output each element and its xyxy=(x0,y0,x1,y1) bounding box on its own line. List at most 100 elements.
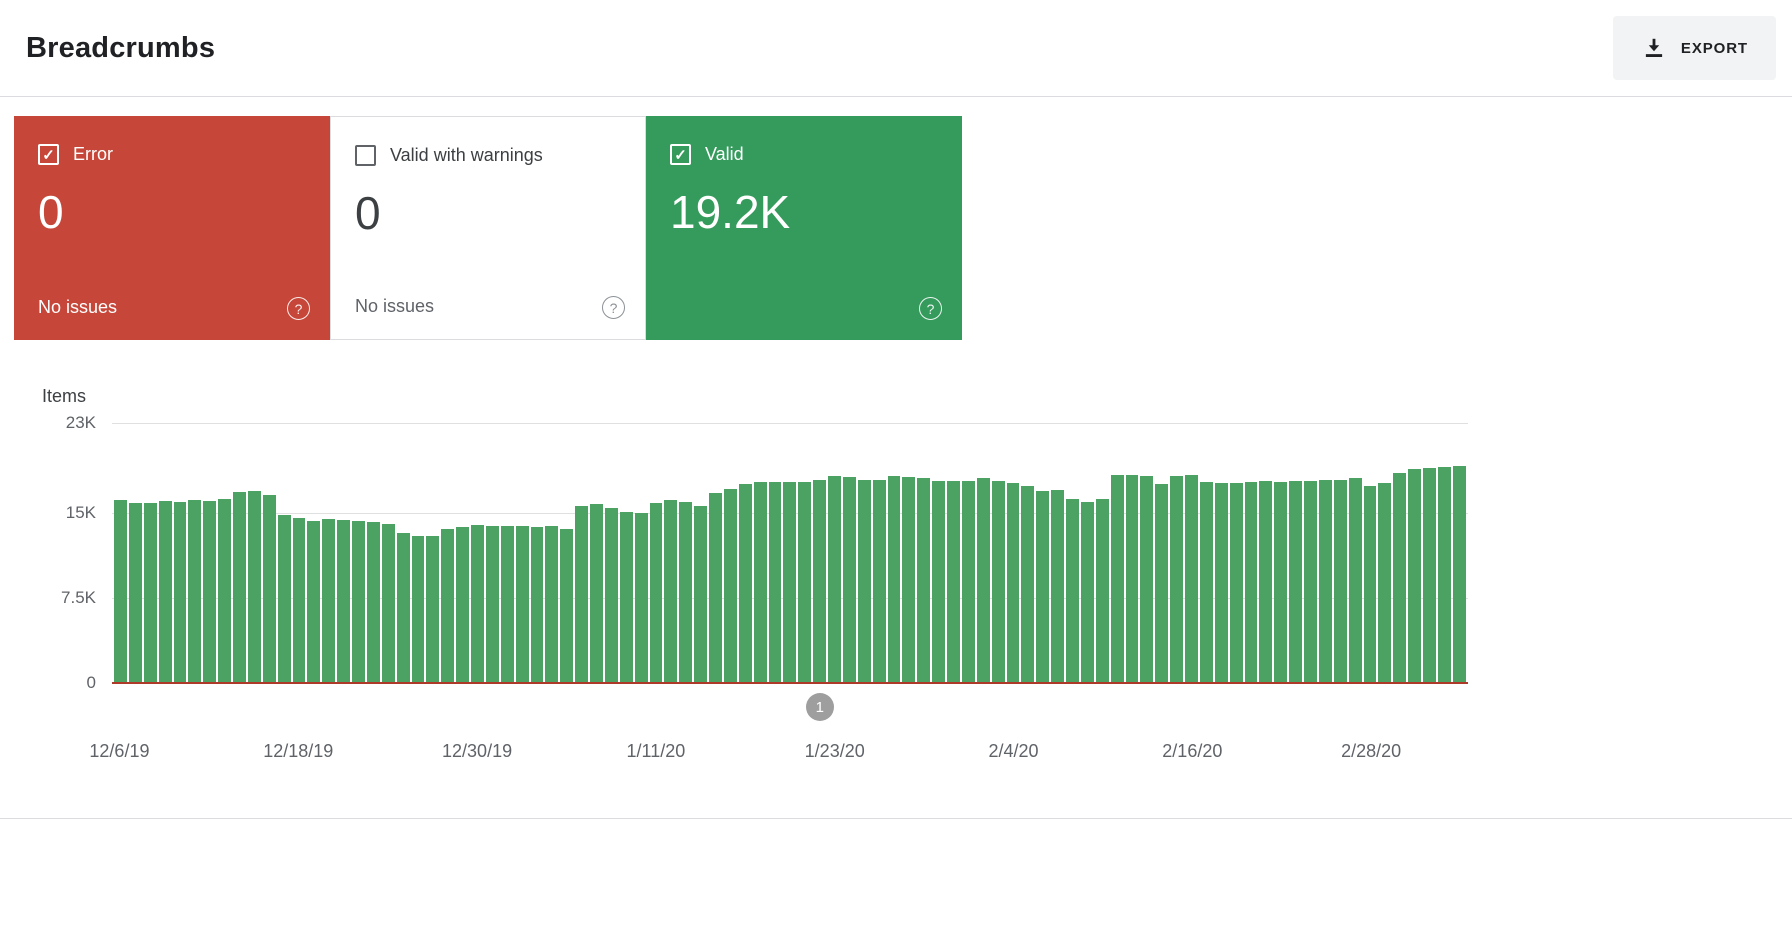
bar[interactable] xyxy=(887,476,901,683)
bar[interactable] xyxy=(381,523,395,683)
bar[interactable] xyxy=(1140,476,1154,683)
bar[interactable] xyxy=(1051,489,1064,683)
bar[interactable] xyxy=(500,525,514,683)
bar[interactable] xyxy=(902,477,916,683)
bar[interactable] xyxy=(813,479,826,683)
bar[interactable] xyxy=(783,481,797,683)
bar[interactable] xyxy=(188,499,202,683)
bar[interactable] xyxy=(917,478,931,683)
bar[interactable] xyxy=(1259,480,1273,683)
card-valid[interactable]: Valid 19.2K ? xyxy=(646,116,962,340)
bar[interactable] xyxy=(1021,486,1035,683)
bar[interactable] xyxy=(872,479,886,683)
bar[interactable] xyxy=(173,502,187,683)
help-icon[interactable]: ? xyxy=(602,296,625,319)
bar[interactable] xyxy=(1423,468,1436,683)
bar[interactable] xyxy=(768,481,782,683)
bar[interactable] xyxy=(991,480,1005,683)
bar[interactable] xyxy=(828,476,841,683)
bar[interactable] xyxy=(694,505,707,683)
bar[interactable] xyxy=(1110,475,1124,683)
bar[interactable] xyxy=(1304,480,1317,683)
chart-marker[interactable]: 1 xyxy=(805,693,834,721)
bar[interactable] xyxy=(485,525,499,683)
bar[interactable] xyxy=(1185,475,1198,683)
bar[interactable] xyxy=(143,503,157,683)
bar[interactable] xyxy=(1244,481,1258,683)
bar[interactable] xyxy=(322,519,336,683)
error-checkbox[interactable] xyxy=(38,144,59,165)
bar[interactable] xyxy=(709,493,722,683)
bar[interactable] xyxy=(976,478,990,683)
bar[interactable] xyxy=(1214,482,1228,683)
bar[interactable] xyxy=(1006,482,1020,683)
bar[interactable] xyxy=(456,527,469,683)
bar[interactable] xyxy=(1155,484,1169,683)
bar[interactable] xyxy=(218,498,231,683)
bar[interactable] xyxy=(337,520,350,683)
bar[interactable] xyxy=(753,481,767,683)
bar[interactable] xyxy=(1437,467,1451,683)
bar[interactable] xyxy=(664,499,678,683)
bar[interactable] xyxy=(1452,465,1466,683)
bar[interactable] xyxy=(1408,469,1421,683)
bar[interactable] xyxy=(619,512,633,683)
bar[interactable] xyxy=(679,502,693,683)
bar[interactable] xyxy=(590,504,603,683)
warnings-checkbox[interactable] xyxy=(355,145,376,166)
bar[interactable] xyxy=(1229,482,1243,683)
valid-checkbox[interactable] xyxy=(670,144,691,165)
bar[interactable] xyxy=(441,529,455,683)
export-button[interactable]: EXPORT xyxy=(1612,16,1776,80)
bar[interactable] xyxy=(292,517,306,683)
bar[interactable] xyxy=(158,501,172,683)
bar[interactable] xyxy=(575,505,588,683)
bar[interactable] xyxy=(604,507,618,683)
bar[interactable] xyxy=(530,527,544,683)
bar[interactable] xyxy=(961,480,975,683)
card-error[interactable]: Error 0 No issues ? xyxy=(14,116,330,340)
bar[interactable] xyxy=(798,481,812,683)
bar[interactable] xyxy=(634,513,648,683)
bar[interactable] xyxy=(723,488,737,683)
bar[interactable] xyxy=(366,522,380,683)
bar[interactable] xyxy=(932,480,945,683)
bar[interactable] xyxy=(842,477,856,683)
bar[interactable] xyxy=(515,525,529,683)
bar[interactable] xyxy=(307,521,321,683)
bar[interactable] xyxy=(471,524,484,683)
help-icon[interactable]: ? xyxy=(919,297,942,320)
bar[interactable] xyxy=(1199,481,1213,683)
bar[interactable] xyxy=(426,536,440,683)
bar[interactable] xyxy=(262,495,276,683)
bar[interactable] xyxy=(1289,480,1302,683)
bar[interactable] xyxy=(1170,476,1183,683)
bar[interactable] xyxy=(233,491,246,683)
bar[interactable] xyxy=(1333,479,1347,683)
help-icon[interactable]: ? xyxy=(287,297,310,320)
bar[interactable] xyxy=(352,521,365,683)
bar[interactable] xyxy=(857,479,871,683)
bar[interactable] xyxy=(947,480,960,683)
bar[interactable] xyxy=(203,501,217,683)
bar[interactable] xyxy=(1036,490,1050,683)
bar[interactable] xyxy=(1274,481,1288,683)
bar[interactable] xyxy=(1125,475,1139,683)
bar[interactable] xyxy=(1363,486,1377,683)
bar[interactable] xyxy=(1378,482,1392,683)
bar[interactable] xyxy=(560,529,574,683)
bar[interactable] xyxy=(1348,478,1362,683)
bar[interactable] xyxy=(1066,498,1079,683)
bar[interactable] xyxy=(545,525,559,683)
bar[interactable] xyxy=(1393,472,1407,683)
bar[interactable] xyxy=(738,484,752,683)
bar[interactable] xyxy=(1095,498,1109,683)
bar[interactable] xyxy=(128,503,142,683)
bar[interactable] xyxy=(411,536,425,683)
bar[interactable] xyxy=(396,532,410,683)
bar[interactable] xyxy=(277,514,291,683)
bar[interactable] xyxy=(114,499,127,683)
bar[interactable] xyxy=(247,490,261,683)
bar[interactable] xyxy=(1080,502,1094,683)
bar[interactable] xyxy=(649,503,663,683)
